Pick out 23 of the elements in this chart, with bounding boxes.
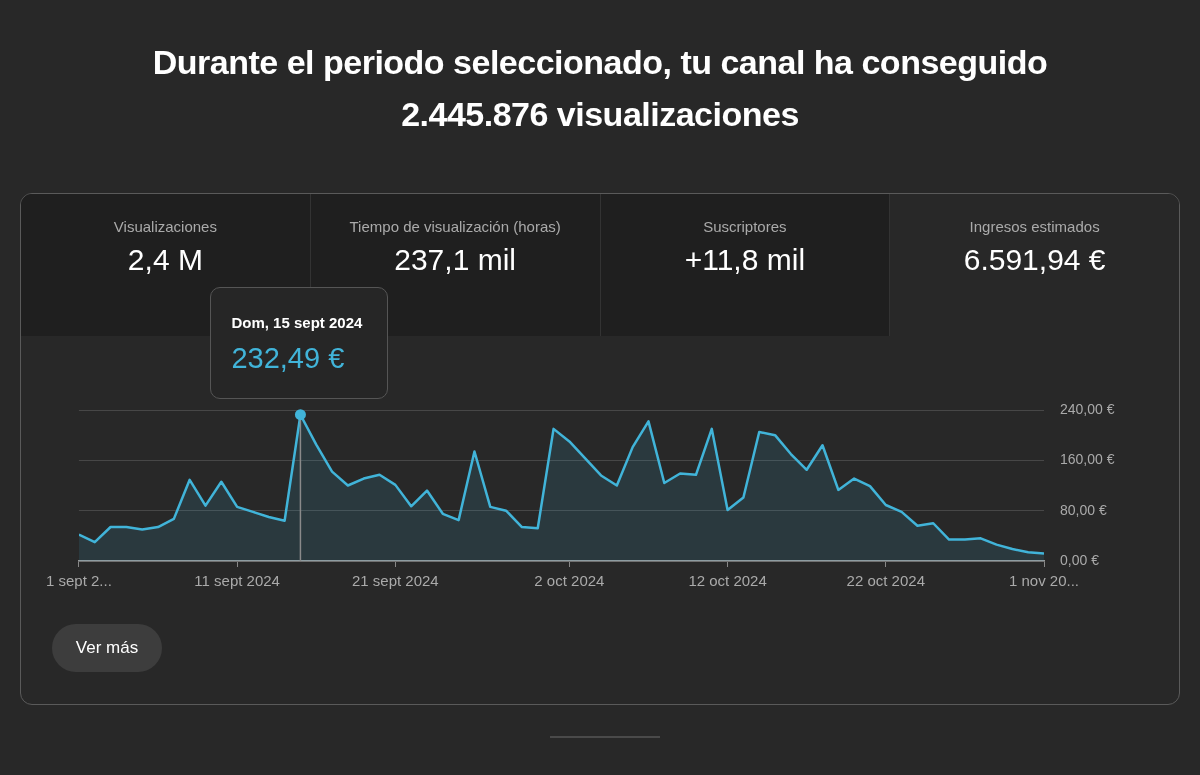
y-tick-label: 160,00 € (1060, 451, 1115, 468)
x-tick-label: 1 nov 20... (1008, 572, 1080, 590)
y-tick-label: 80,00 € (1060, 501, 1107, 518)
x-tick-label: 1 sept 2... (46, 572, 112, 590)
text: Tiempo de visualización (horas) (348, 218, 562, 235)
x-tick-label: 22 oct 2024 (846, 572, 925, 590)
text: Visualizaciones (112, 218, 218, 235)
x-tick-label: 2 oct 2024 (534, 572, 605, 590)
text: Ver más (52, 624, 162, 672)
text: Ingresos estimados (968, 218, 1101, 235)
text: 6.591,94 € (962, 243, 1107, 277)
text: 232,49 € (231, 341, 345, 375)
y-tick-label: 240,00 € (1060, 400, 1115, 417)
text: Suscriptores (702, 218, 788, 235)
text: 2,4 M (126, 243, 204, 277)
x-tick-label: 21 sept 2024 (351, 572, 439, 590)
y-tick-label: 0,00 € (1060, 551, 1100, 568)
text: Durante el periodo seleccionado, tu canal ha conseguido 2.445.876 visualizaciones (151, 42, 1049, 135)
x-tick-label: 11 sept 2024 (194, 572, 280, 590)
text: 237,1 mil (393, 243, 517, 277)
text: +11,8 mil (683, 243, 807, 277)
text: Dom, 15 sept 2024 (231, 313, 363, 331)
x-tick-label: 12 oct 2024 (688, 572, 767, 590)
